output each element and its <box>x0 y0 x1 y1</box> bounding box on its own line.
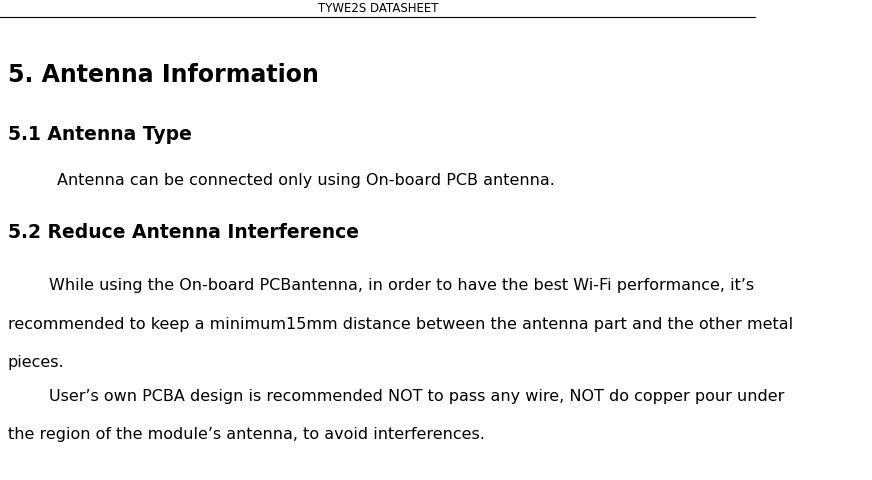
Text: Antenna can be connected only using On-board PCB antenna.: Antenna can be connected only using On-b… <box>57 173 555 188</box>
Text: 5.1 Antenna Type: 5.1 Antenna Type <box>8 125 192 144</box>
Text: While using the On-board PCBantenna, in order to have the best Wi-Fi performance: While using the On-board PCBantenna, in … <box>49 278 754 293</box>
Text: recommended to keep a minimum15mm distance between the antenna part and the othe: recommended to keep a minimum15mm distan… <box>8 317 793 332</box>
Text: User’s own PCBA design is recommended NOT to pass any wire, NOT do copper pour u: User’s own PCBA design is recommended NO… <box>49 388 785 404</box>
Text: pieces.: pieces. <box>8 355 65 370</box>
Text: TYWE2S DATASHEET: TYWE2S DATASHEET <box>317 2 439 15</box>
Text: 5.2 Reduce Antenna Interference: 5.2 Reduce Antenna Interference <box>8 223 358 242</box>
Text: the region of the module’s antenna, to avoid interferences.: the region of the module’s antenna, to a… <box>8 427 485 442</box>
Text: 5. Antenna Information: 5. Antenna Information <box>8 62 318 86</box>
